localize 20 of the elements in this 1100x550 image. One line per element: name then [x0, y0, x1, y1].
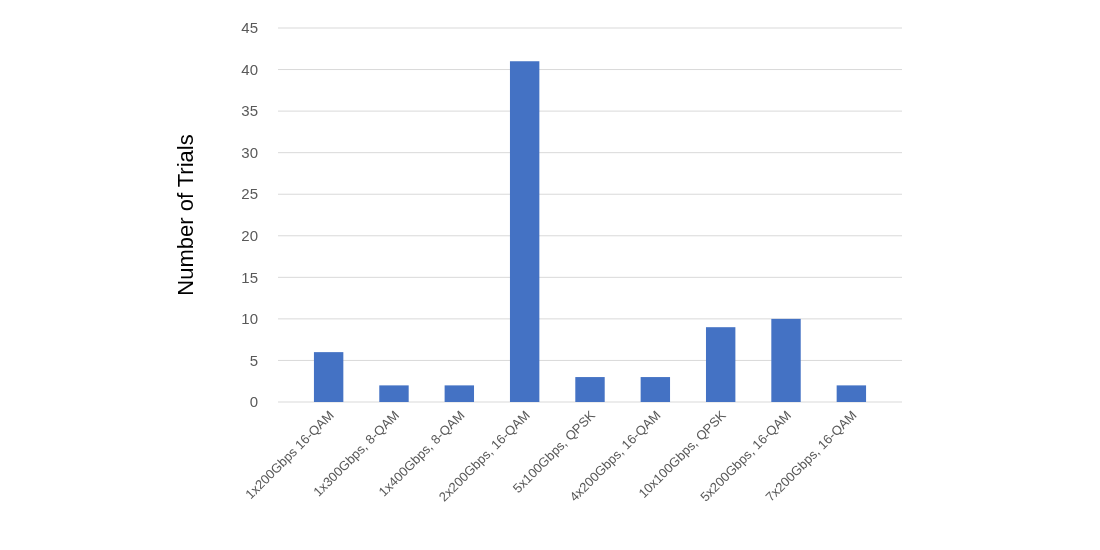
y-tick-label: 25 — [241, 185, 258, 203]
bar — [640, 377, 671, 402]
bar — [313, 352, 344, 402]
bar — [509, 61, 540, 402]
y-tick-label: 15 — [241, 268, 258, 286]
y-tick-label: 20 — [241, 227, 258, 245]
bar — [836, 385, 867, 402]
y-tick-label: 35 — [241, 102, 258, 120]
y-tick-label: 30 — [241, 143, 258, 161]
bar — [771, 318, 801, 402]
y-axis-title: Number of Trials — [173, 134, 198, 296]
y-tick-label: 10 — [241, 310, 258, 328]
y-tick-label: 0 — [249, 393, 258, 411]
bar — [705, 327, 736, 402]
y-tick-label: 5 — [249, 351, 258, 369]
bar — [444, 385, 475, 402]
bar — [575, 377, 605, 402]
bar — [379, 385, 409, 402]
y-tick-label: 45 — [241, 19, 258, 37]
y-tick-label: 40 — [241, 60, 258, 78]
